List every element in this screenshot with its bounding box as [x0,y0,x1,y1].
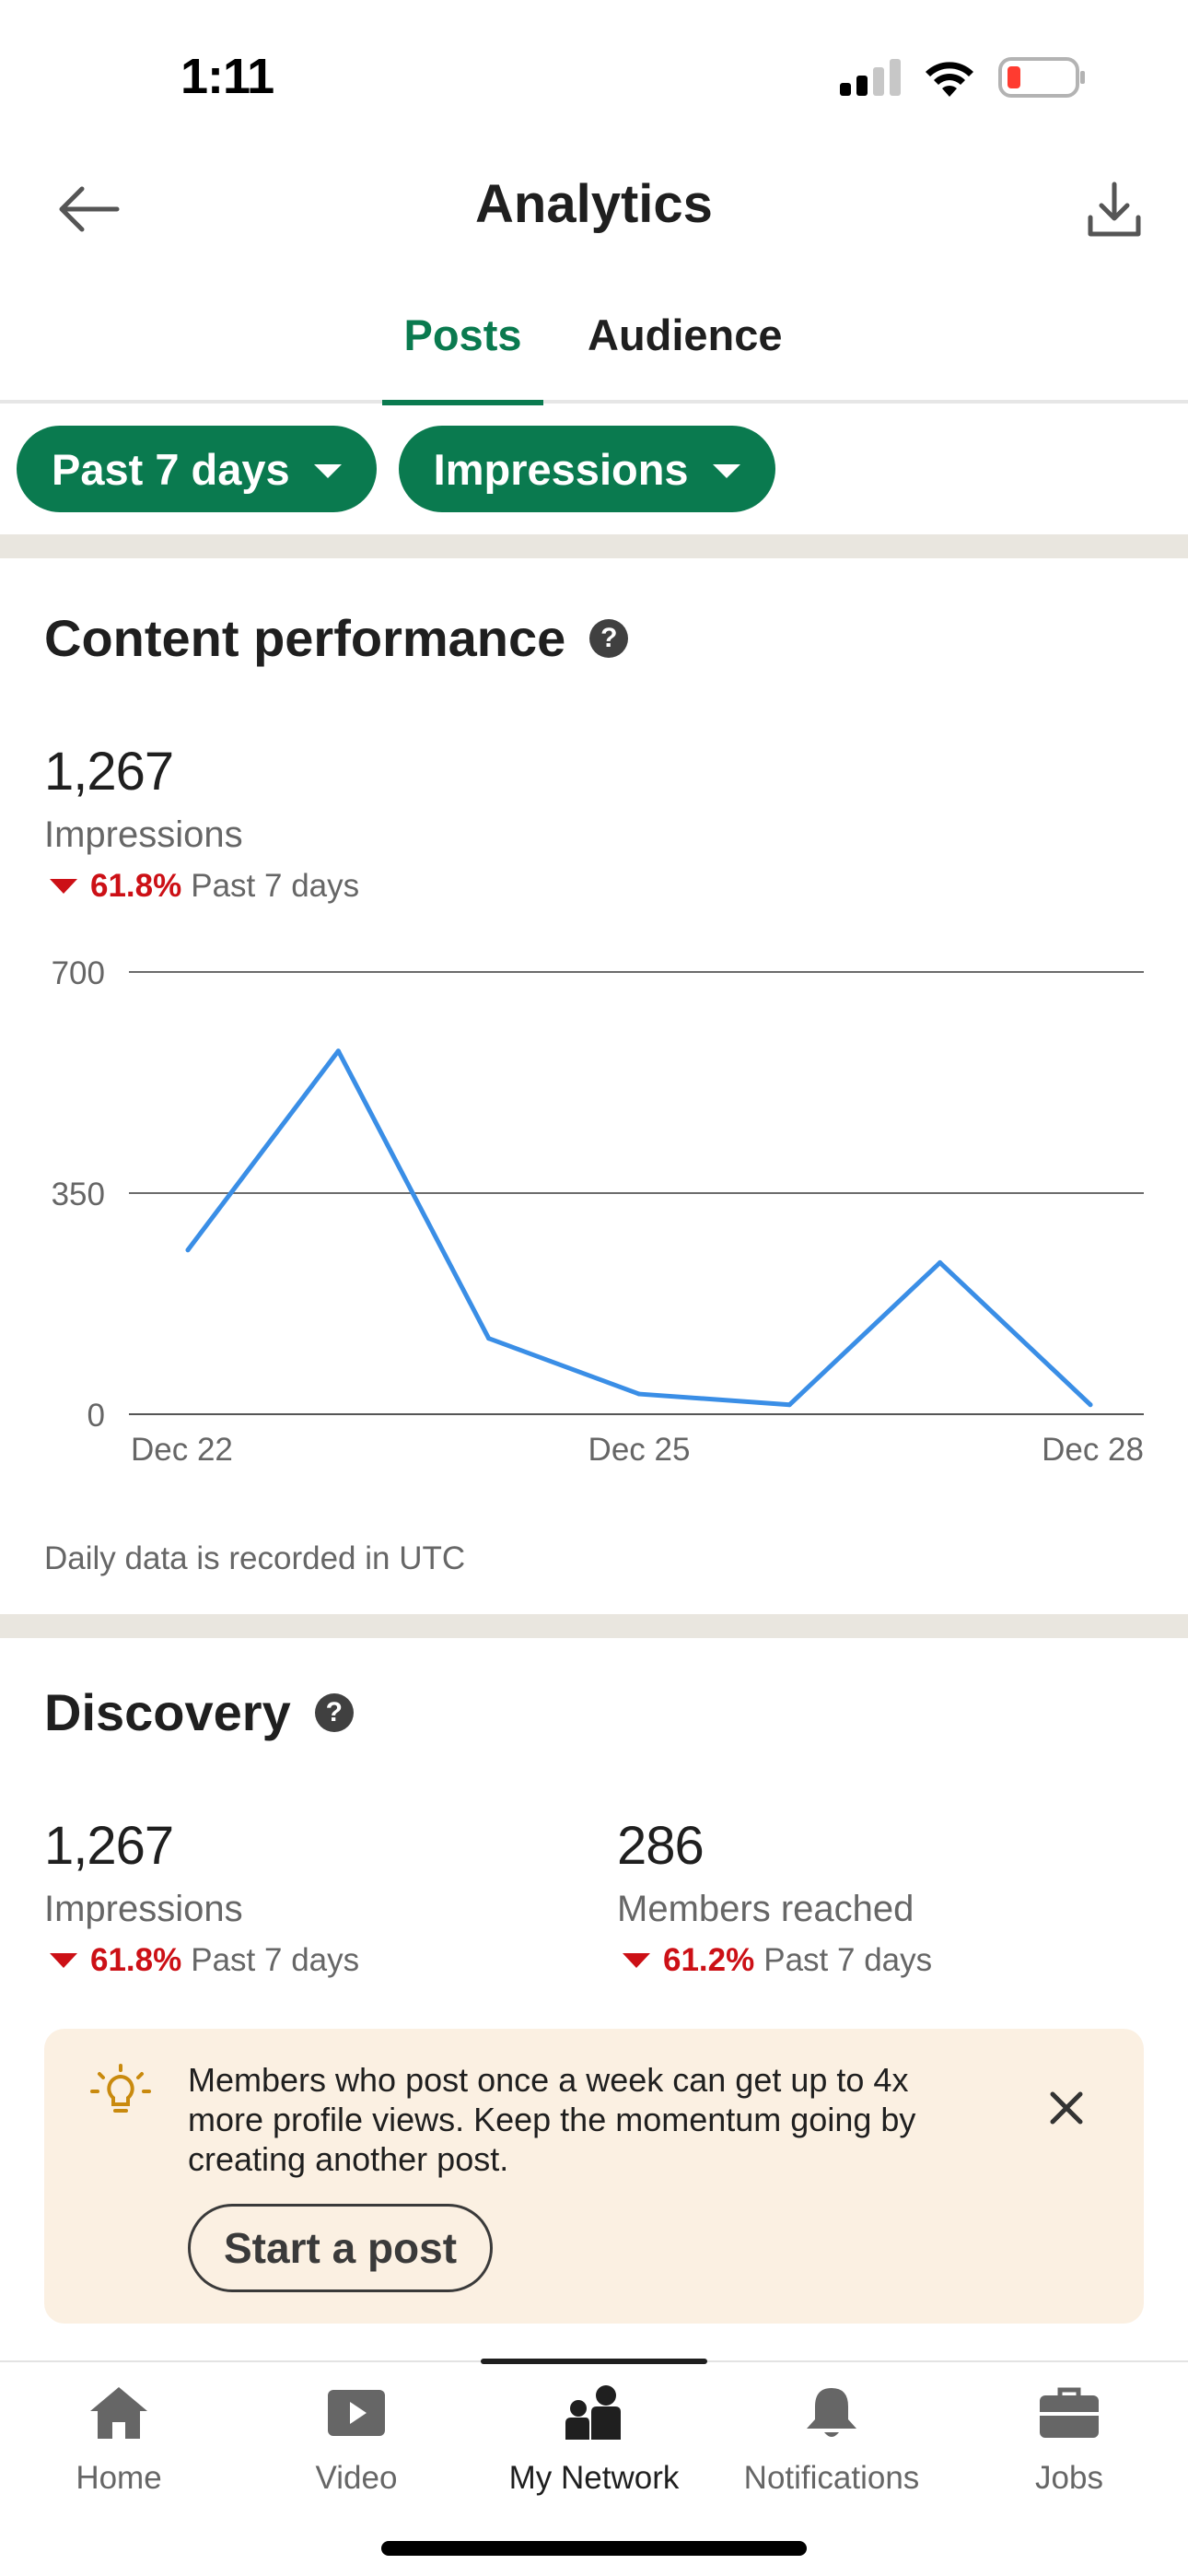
home-icon [88,2375,149,2451]
y-tick-label: 350 [52,1177,105,1212]
data-point [335,1048,341,1054]
impressions-label: Impressions [44,814,243,855]
change-period: Past 7 days [191,868,360,904]
tab-audience[interactable]: Audience [588,310,783,359]
impressions-line-chart: 700 350 0 Dec 22 Dec 25 Dec 28 [52,955,1144,1468]
change-percent: 61.8% [90,868,182,904]
caret-down-icon [712,463,740,478]
date-range-filter[interactable]: Past 7 days [17,426,377,512]
home-indicator [381,2541,807,2556]
section-divider [0,534,1188,558]
tip-message: Members who post once a week can get up … [188,2060,998,2179]
series-line [185,1048,1093,1408]
section-divider [0,1614,1188,1638]
members-reached-value: 286 [617,1816,705,1876]
tab-posts[interactable]: Posts [382,310,543,405]
status-bar: 1:11 [0,0,1188,157]
active-tab-indicator [481,2359,707,2364]
content-performance-heading: Content performance [44,609,566,667]
nav-jobs[interactable]: Jobs [950,2375,1188,2497]
data-point [185,1247,191,1253]
tip-line: creating another post. [188,2140,509,2178]
nav-my-network-label: My Network [508,2460,680,2496]
caret-down-icon [313,463,342,478]
down-arrow-icon [623,1953,650,1968]
change-period: Past 7 days [191,1942,360,1978]
down-arrow-icon [50,879,77,894]
x-tick-label: Dec 25 [588,1432,691,1468]
nav-home[interactable]: Home [0,2375,238,2497]
briefcase-icon [1040,2375,1099,2451]
discovery-title: Discovery ? [44,1682,354,1742]
wifi-icon [926,62,973,97]
x-tick-label: Dec 28 [1042,1432,1144,1468]
discovery-impressions-value: 1,267 [44,1816,174,1876]
metric-filter-label: Impressions [433,444,689,494]
x-tick-label: Dec 22 [131,1432,233,1468]
nav-video-label: Video [315,2460,398,2496]
tip-line: more profile views. Keep the momentum go… [188,2101,916,2138]
download-button[interactable] [1077,173,1151,247]
back-button[interactable] [52,177,125,241]
help-icon[interactable]: ? [589,618,629,658]
filter-bar: Past 7 days Impressions [17,426,775,512]
change-period: Past 7 days [763,1942,933,1978]
metric-filter[interactable]: Impressions [398,426,775,512]
bottom-nav: Home Video My Network Notifications Jobs [0,2359,1188,2576]
lightbulb-icon [90,2064,151,2113]
y-tick-label: 0 [87,1398,105,1434]
data-point [636,1391,642,1397]
change-percent: 61.2% [663,1942,755,1978]
nav-my-network[interactable]: My Network [475,2375,713,2497]
discovery-heading: Discovery [44,1683,291,1741]
discovery-impressions-change: 61.8% Past 7 days [50,1942,359,1979]
nav-notifications[interactable]: Notifications [713,2375,950,2497]
content-performance-title: Content performance ? [44,608,629,668]
impressions-change: 61.8% Past 7 days [50,868,359,905]
members-reached-change: 61.2% Past 7 days [623,1942,932,1979]
signal-icon [840,59,901,96]
nav-notifications-label: Notifications [743,2460,920,2496]
tip-card: Members who post once a week can get up … [44,2029,1144,2324]
close-icon [1050,2091,1083,2125]
change-percent: 61.8% [90,1942,182,1978]
video-icon [328,2375,385,2451]
y-tick-label: 700 [52,955,105,991]
data-point [786,1402,792,1408]
close-tip-button[interactable] [1039,2080,1094,2136]
impressions-value: 1,267 [44,742,174,802]
down-arrow-icon [50,1953,77,1968]
arrow-left-icon [59,186,120,232]
nav-home-label: Home [76,2460,162,2496]
start-a-post-button[interactable]: Start a post [188,2204,494,2292]
utc-footnote: Daily data is recorded in UTC [44,1540,466,1576]
status-icons [840,57,1087,98]
header: Analytics [0,157,1188,258]
nav-video[interactable]: Video [238,2375,475,2497]
page-title: Analytics [475,174,713,234]
data-point [938,1259,943,1265]
members-reached-label: Members reached [617,1889,914,1929]
battery-low-icon [998,57,1085,98]
tab-bar: Posts Audience [0,293,1188,405]
my-network-icon [564,2375,624,2451]
bell-icon [803,2375,860,2451]
discovery-impressions-label: Impressions [44,1889,243,1929]
status-time: 1:11 [181,49,274,104]
date-range-label: Past 7 days [52,444,290,494]
download-icon [1088,181,1141,237]
tip-line: Members who post once a week can get up … [188,2061,909,2099]
data-point [1088,1402,1093,1408]
help-icon[interactable]: ? [314,1692,354,1732]
data-point [486,1336,492,1341]
nav-jobs-label: Jobs [1035,2460,1103,2496]
